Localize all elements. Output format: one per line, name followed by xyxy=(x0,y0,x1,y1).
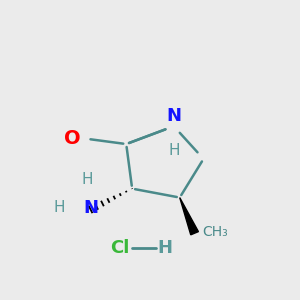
Text: N: N xyxy=(166,107,181,125)
Text: H: H xyxy=(158,239,172,257)
Polygon shape xyxy=(180,198,198,235)
Text: H: H xyxy=(54,200,65,215)
Text: N: N xyxy=(83,199,98,217)
Text: H: H xyxy=(168,142,179,158)
Text: CH₃: CH₃ xyxy=(202,225,228,239)
Text: O: O xyxy=(64,129,80,148)
Text: Cl: Cl xyxy=(110,239,129,257)
Text: H: H xyxy=(82,172,93,187)
